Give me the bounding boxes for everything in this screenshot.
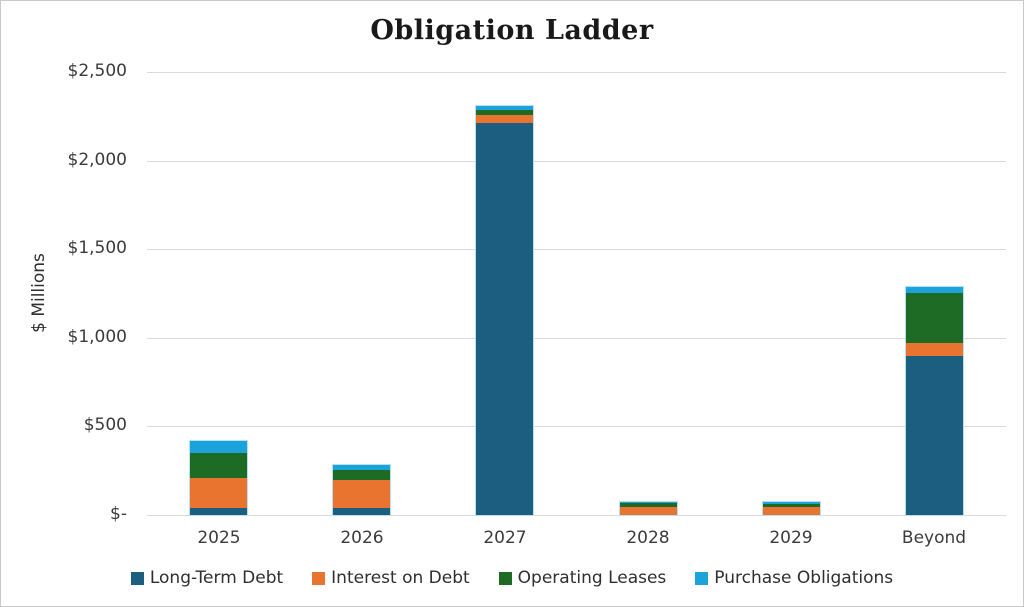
bar-segment-2029-interest-on-debt	[763, 507, 820, 515]
bar-segment-2027-operating-leases	[476, 110, 533, 115]
x-tick-label-2025: 2025	[197, 528, 241, 548]
bar-2026	[332, 464, 391, 516]
legend-item-purchase-obligations: Purchase Obligations	[695, 568, 893, 588]
bar-segment-2025-purchase-obligations	[190, 440, 247, 453]
bar-segment-2028-purchase-obligations	[620, 501, 677, 504]
bar-2028	[619, 500, 678, 516]
legend-label: Long-Term Debt	[149, 568, 284, 588]
bar-segment-2028-operating-leases	[620, 503, 677, 507]
bar-segment-2027-interest-on-debt	[476, 114, 533, 124]
x-tick-label-2029: 2029	[769, 528, 813, 548]
gridline-1500	[147, 249, 1006, 250]
bar-2027	[475, 104, 534, 516]
bar-segment-2026-operating-leases	[333, 469, 390, 480]
bar-segment-2029-operating-leases	[763, 503, 820, 508]
y-tick-label-2: $1,000	[67, 327, 127, 347]
legend-label: Interest on Debt	[331, 568, 470, 588]
legend-swatch-purchase-obligations	[695, 571, 709, 585]
bar-segment-2025-long-term-debt	[190, 507, 247, 515]
y-tick-label-0: $-	[110, 504, 127, 524]
gridline-0	[147, 515, 1006, 516]
bar-2029	[762, 501, 821, 516]
gridline-1000	[147, 338, 1006, 339]
bar-segment-2026-purchase-obligations	[333, 465, 390, 470]
bar-segment-2027-purchase-obligations	[476, 105, 533, 111]
bar-segment-2028-interest-on-debt	[620, 507, 677, 515]
legend-label: Operating Leases	[517, 568, 667, 588]
bar-segment-beyond-interest-on-debt	[906, 343, 963, 356]
bar-segment-2026-long-term-debt	[333, 507, 390, 515]
legend-label: Purchase Obligations	[714, 568, 894, 588]
legend-swatch-operating-leases	[498, 571, 512, 585]
bar-segment-2029-purchase-obligations	[763, 502, 820, 504]
legend-item-long-term-debt: Long-Term Debt	[130, 568, 284, 588]
y-tick-label-4: $2,000	[67, 150, 127, 170]
bar-segment-beyond-purchase-obligations	[906, 287, 963, 293]
y-axis-title: $ Millions	[29, 253, 49, 333]
legend-item-operating-leases: Operating Leases	[498, 568, 667, 588]
legend: Long-Term Debt Interest on Debt Operating …	[1, 568, 1023, 588]
gridline-2500	[147, 72, 1006, 73]
bar-segment-2025-operating-leases	[190, 452, 247, 478]
bar-segment-2025-interest-on-debt	[190, 477, 247, 508]
y-tick-label-3: $1,500	[67, 238, 127, 258]
legend-item-interest-on-debt: Interest on Debt	[312, 568, 470, 588]
bar-beyond	[905, 286, 964, 516]
legend-swatch-long-term-debt	[130, 571, 144, 585]
bar-2025	[189, 439, 248, 516]
bar-segment-beyond-long-term-debt	[906, 355, 963, 515]
bar-segment-2027-long-term-debt	[476, 123, 533, 515]
x-tick-label-2027: 2027	[483, 528, 527, 548]
legend-swatch-interest-on-debt	[312, 571, 326, 585]
x-tick-label-beyond: Beyond	[901, 528, 967, 548]
chart-title: Obligation Ladder	[370, 15, 654, 46]
x-tick-label-2026: 2026	[340, 528, 384, 548]
gridline-500	[147, 426, 1006, 427]
gridline-2000	[147, 161, 1006, 162]
bar-segment-beyond-operating-leases	[906, 292, 963, 344]
bar-segment-2026-interest-on-debt	[333, 479, 390, 508]
x-tick-label-2028: 2028	[626, 528, 670, 548]
y-tick-label-5: $2,500	[67, 61, 127, 81]
y-tick-label-1: $500	[83, 415, 127, 435]
